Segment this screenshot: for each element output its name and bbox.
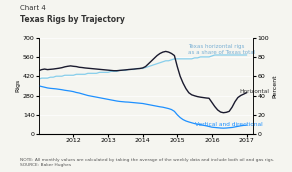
Text: Texas Rigs by Trajectory: Texas Rigs by Trajectory (20, 15, 125, 24)
Y-axis label: Rigs: Rigs (15, 79, 20, 93)
Text: Horizontal: Horizontal (239, 89, 270, 94)
Text: NOTE: All monthly values are calculated by taking the average of the weekly data: NOTE: All monthly values are calculated … (20, 158, 275, 167)
Text: Chart 4: Chart 4 (20, 5, 46, 11)
Text: Texas horizontal rigs
as a share of Texas total: Texas horizontal rigs as a share of Texa… (188, 44, 255, 55)
Text: Vertical and directional: Vertical and directional (194, 122, 262, 127)
Y-axis label: Percent: Percent (272, 74, 277, 98)
